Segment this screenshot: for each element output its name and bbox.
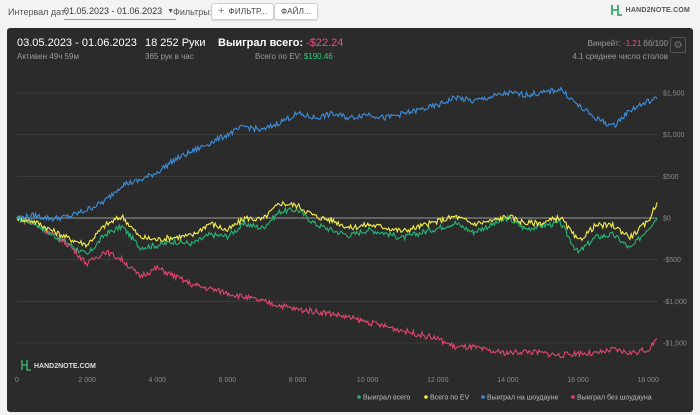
- total-won-label: Выиграл всего:: [218, 37, 304, 49]
- legend-marker: [571, 395, 575, 399]
- x-tick-label: 6 000: [219, 377, 237, 384]
- filters-label: Фильтры:: [173, 7, 213, 17]
- series-line: [16, 86, 658, 223]
- winrate-unit: бб/100: [643, 39, 668, 48]
- series-line: [16, 216, 658, 359]
- graph-chart: $1,500 $1,000 $500 $0 -$500 -$1,000 -$1,500 0 2…: [15, 86, 687, 402]
- date-range-value: 01.05.2023 - 01.06.2023: [64, 6, 163, 16]
- x-tick-label: 0: [15, 377, 19, 384]
- date-interval-label: Интервал дат:: [8, 7, 68, 17]
- x-tick-label: 18 000: [637, 377, 659, 384]
- total-ev-value: $190.46: [303, 52, 333, 61]
- filter-button[interactable]: + ФИЛЬТР...: [211, 3, 275, 20]
- winrate-value: -1.21: [623, 39, 642, 48]
- hands-count: 18 252 Руки: [145, 37, 206, 49]
- hand2note-logo: HAND2NOTE.COM: [610, 4, 690, 16]
- date-range-select[interactable]: 01.05.2023 - 01.06.2023 ▼: [64, 3, 177, 20]
- hands-per-hour: 365 рук в час: [145, 52, 194, 61]
- y-tick-label: $1,000: [663, 132, 685, 139]
- legend-label: Выиграл без шоудауна: [577, 394, 652, 402]
- graph-panel: 03.05.2023 - 01.06.2023 Активен 49ч 59м …: [7, 28, 693, 412]
- y-tick-label: $1,500: [663, 91, 685, 98]
- legend-marker: [357, 395, 361, 399]
- winrate-label: Винрейт:: [587, 39, 622, 48]
- y-tick-label: -$1,000: [663, 299, 687, 306]
- grid-lines: [17, 92, 657, 344]
- gear-icon: ⚙: [673, 39, 683, 51]
- active-time: Активен 49ч 59м: [17, 52, 79, 61]
- chevron-down-icon: ▼: [167, 7, 175, 15]
- settings-button[interactable]: ⚙: [670, 37, 686, 53]
- x-tick-label: 16 000: [567, 377, 589, 384]
- total-ev-label: Всего по EV:: [255, 52, 302, 61]
- y-tick-label: $0: [663, 216, 671, 223]
- y-tick-label: $500: [663, 174, 679, 181]
- period-range: 03.05.2023 - 01.06.2023: [17, 37, 137, 49]
- x-tick-label: 12 000: [427, 377, 449, 384]
- chart-watermark: HAND2NOTE.COM: [21, 360, 96, 371]
- y-axis-labels: $1,500 $1,000 $500 $0 -$500 -$1,000 -$1,500: [663, 91, 687, 348]
- legend-label: Всего по EV: [430, 395, 470, 402]
- legend-marker: [424, 395, 428, 399]
- legend-label: Выиграл всего: [363, 395, 410, 402]
- y-tick-label: -$1,500: [663, 341, 687, 348]
- file-button[interactable]: ФАЙЛ...: [274, 3, 319, 20]
- logo-text: HAND2NOTE.COM: [625, 6, 690, 14]
- legend-marker: [481, 395, 485, 399]
- total-won-value: -$22.24: [306, 37, 344, 49]
- legend: Выиграл всего Всего по EV Выиграл на шоуда…: [357, 394, 652, 402]
- series-line: [16, 205, 658, 256]
- plus-icon: +: [218, 5, 225, 17]
- y-tick-label: -$500: [663, 257, 681, 264]
- hand2note-logo-icon: [610, 5, 622, 16]
- x-axis-labels: 0 2 000 4 000 6 000 8 000 10 000 12 000 14 000 1…: [15, 377, 659, 384]
- series-line: [16, 200, 658, 249]
- x-tick-label: 2 000: [78, 377, 96, 384]
- filter-button-label: ФИЛЬТР...: [228, 7, 268, 16]
- x-tick-label: 4 000: [148, 377, 166, 384]
- x-tick-label: 14 000: [497, 377, 519, 384]
- x-tick-label: 10 000: [357, 377, 379, 384]
- top-toolbar: Интервал дат: 01.05.2023 - 01.06.2023 ▼ …: [0, 0, 700, 24]
- x-tick-label: 8 000: [289, 377, 307, 384]
- watermark-text: HAND2NOTE.COM: [34, 363, 96, 370]
- file-button-label: ФАЙЛ...: [281, 7, 312, 16]
- avg-tables: 4.1 среднее число столов: [572, 52, 668, 61]
- winrate: Винрейт: -1.21 бб/100: [588, 39, 668, 48]
- legend-label: Выиграл на шоудауне: [487, 395, 559, 402]
- total-won: Выиграл всего: -$22.24: [218, 37, 343, 49]
- total-ev: Всего по EV: $190.46: [255, 52, 333, 61]
- series-lines: [16, 86, 658, 359]
